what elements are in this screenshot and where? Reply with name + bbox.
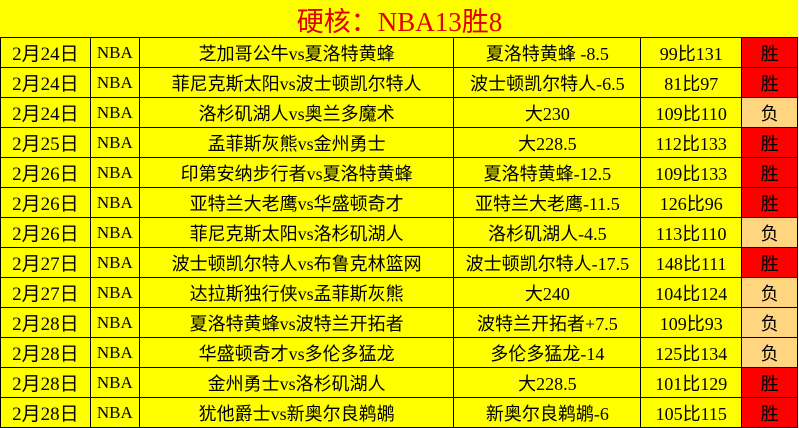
table-row: 2月28日 NBA 犹他爵士vs新奥尔良鹈鹕 新奥尔良鹈鹕-6 105比115 胜 xyxy=(0,397,798,428)
result-cell[interactable]: 负 xyxy=(741,277,798,308)
sheet-title: 硬核：NBA13胜8 xyxy=(296,6,503,37)
pick-cell[interactable]: 新奥尔良鹈鹕-6 xyxy=(453,397,642,428)
result-cell[interactable]: 胜 xyxy=(741,187,798,218)
league-cell[interactable]: NBA xyxy=(89,37,140,68)
match-cell[interactable]: 芝加哥公牛vs夏洛特黄蜂 xyxy=(138,37,455,68)
result-cell[interactable]: 负 xyxy=(741,337,798,368)
match-cell[interactable]: 菲尼克斯太阳vs洛杉矶湖人 xyxy=(138,217,455,248)
table-row: 2月28日 NBA 夏洛特黄蜂vs波特兰开拓者 波特兰开拓者+7.5 109比93 负 xyxy=(0,307,798,338)
match-cell[interactable]: 印第安纳步行者vs夏洛特黄蜂 xyxy=(138,157,455,188)
score-cell[interactable]: 148比111 xyxy=(640,247,743,278)
table-row: 2月25日 NBA 孟菲斯灰熊vs金州勇士 大228.5 112比133 胜 xyxy=(0,127,798,158)
table-row: 2月27日 NBA 达拉斯独行侠vs孟菲斯灰熊 大240 104比124 负 xyxy=(0,277,798,308)
match-cell[interactable]: 菲尼克斯太阳vs波士顿凯尔特人 xyxy=(138,67,455,98)
table-row: 2月24日 NBA 洛杉矶湖人vs奥兰多魔术 大230 109比110 负 xyxy=(0,97,798,128)
league-cell[interactable]: NBA xyxy=(89,397,140,428)
league-cell[interactable]: NBA xyxy=(89,307,140,338)
result-cell[interactable]: 胜 xyxy=(741,67,798,98)
date-cell[interactable]: 2月27日 xyxy=(0,277,91,308)
match-cell[interactable]: 达拉斯独行侠vs孟菲斯灰熊 xyxy=(138,277,455,308)
date-cell[interactable]: 2月28日 xyxy=(0,337,91,368)
score-cell[interactable]: 99比131 xyxy=(640,37,743,68)
table-row: 2月28日 NBA 金州勇士vs洛杉矶湖人 大228.5 101比129 胜 xyxy=(0,367,798,398)
league-cell[interactable]: NBA xyxy=(89,157,140,188)
score-cell[interactable]: 113比110 xyxy=(640,217,743,248)
match-cell[interactable]: 夏洛特黄蜂vs波特兰开拓者 xyxy=(138,307,455,338)
pick-cell[interactable]: 多伦多猛龙-14 xyxy=(453,337,642,368)
date-cell[interactable]: 2月28日 xyxy=(0,397,91,428)
results-table: 2月24日 NBA 芝加哥公牛vs夏洛特黄蜂 夏洛特黄蜂 -8.5 99比131 胜 2月2… xyxy=(0,37,798,428)
date-cell[interactable]: 2月27日 xyxy=(0,247,91,278)
date-cell[interactable]: 2月28日 xyxy=(0,367,91,398)
league-cell[interactable]: NBA xyxy=(89,97,140,128)
score-cell[interactable]: 81比97 xyxy=(640,67,743,98)
table-row: 2月26日 NBA 亚特兰大老鹰vs华盛顿奇才 亚特兰大老鹰-11.5 126比96 胜 xyxy=(0,187,798,218)
score-cell[interactable]: 126比96 xyxy=(640,187,743,218)
pick-cell[interactable]: 波士顿凯尔特人-17.5 xyxy=(453,247,642,278)
pick-cell[interactable]: 波士顿凯尔特人-6.5 xyxy=(453,67,642,98)
score-cell[interactable]: 104比124 xyxy=(640,277,743,308)
score-cell[interactable]: 125比134 xyxy=(640,337,743,368)
score-cell[interactable]: 109比93 xyxy=(640,307,743,338)
result-cell[interactable]: 胜 xyxy=(741,397,798,428)
league-cell[interactable]: NBA xyxy=(89,337,140,368)
date-cell[interactable]: 2月26日 xyxy=(0,187,91,218)
league-cell[interactable]: NBA xyxy=(89,367,140,398)
table-row: 2月27日 NBA 波士顿凯尔特人vs布鲁克林篮网 波士顿凯尔特人-17.5 148比1… xyxy=(0,247,798,278)
date-cell[interactable]: 2月24日 xyxy=(0,37,91,68)
pick-cell[interactable]: 大230 xyxy=(453,97,642,128)
league-cell[interactable]: NBA xyxy=(89,127,140,158)
result-cell[interactable]: 胜 xyxy=(741,247,798,278)
date-cell[interactable]: 2月24日 xyxy=(0,97,91,128)
score-cell[interactable]: 109比133 xyxy=(640,157,743,188)
score-cell[interactable]: 101比129 xyxy=(640,367,743,398)
league-cell[interactable]: NBA xyxy=(89,187,140,218)
match-cell[interactable]: 华盛顿奇才vs多伦多猛龙 xyxy=(138,337,455,368)
result-cell[interactable]: 胜 xyxy=(741,367,798,398)
result-cell[interactable]: 胜 xyxy=(741,127,798,158)
date-cell[interactable]: 2月24日 xyxy=(0,67,91,98)
match-cell[interactable]: 波士顿凯尔特人vs布鲁克林篮网 xyxy=(138,247,455,278)
match-cell[interactable]: 犹他爵士vs新奥尔良鹈鹕 xyxy=(138,397,455,428)
pick-cell[interactable]: 洛杉矶湖人-4.5 xyxy=(453,217,642,248)
score-cell[interactable]: 112比133 xyxy=(640,127,743,158)
score-cell[interactable]: 105比115 xyxy=(640,397,743,428)
date-cell[interactable]: 2月25日 xyxy=(0,127,91,158)
pick-cell[interactable]: 大228.5 xyxy=(453,367,642,398)
date-cell[interactable]: 2月26日 xyxy=(0,157,91,188)
pick-cell[interactable]: 波特兰开拓者+7.5 xyxy=(453,307,642,338)
result-cell[interactable]: 负 xyxy=(741,97,798,128)
table-row: 2月24日 NBA 芝加哥公牛vs夏洛特黄蜂 夏洛特黄蜂 -8.5 99比131 胜 xyxy=(0,37,798,68)
table-row: 2月26日 NBA 菲尼克斯太阳vs洛杉矶湖人 洛杉矶湖人-4.5 113比110 负 xyxy=(0,217,798,248)
match-cell[interactable]: 孟菲斯灰熊vs金州勇士 xyxy=(138,127,455,158)
result-cell[interactable]: 胜 xyxy=(741,37,798,68)
table-row: 2月26日 NBA 印第安纳步行者vs夏洛特黄蜂 夏洛特黄蜂-12.5 109比133 胜 xyxy=(0,157,798,188)
table-row: 2月24日 NBA 菲尼克斯太阳vs波士顿凯尔特人 波士顿凯尔特人-6.5 81比97 胜 xyxy=(0,67,798,98)
result-cell[interactable]: 负 xyxy=(741,217,798,248)
league-cell[interactable]: NBA xyxy=(89,247,140,278)
result-cell[interactable]: 负 xyxy=(741,307,798,338)
score-cell[interactable]: 109比110 xyxy=(640,97,743,128)
match-cell[interactable]: 洛杉矶湖人vs奥兰多魔术 xyxy=(138,97,455,128)
table-row: 2月28日 NBA 华盛顿奇才vs多伦多猛龙 多伦多猛龙-14 125比134 负 xyxy=(0,337,798,368)
pick-cell[interactable]: 夏洛特黄蜂 -8.5 xyxy=(453,37,642,68)
league-cell[interactable]: NBA xyxy=(89,277,140,308)
league-cell[interactable]: NBA xyxy=(89,67,140,98)
match-cell[interactable]: 亚特兰大老鹰vs华盛顿奇才 xyxy=(138,187,455,218)
date-cell[interactable]: 2月26日 xyxy=(0,217,91,248)
pick-cell[interactable]: 亚特兰大老鹰-11.5 xyxy=(453,187,642,218)
match-cell[interactable]: 金州勇士vs洛杉矶湖人 xyxy=(138,367,455,398)
pick-cell[interactable]: 夏洛特黄蜂-12.5 xyxy=(453,157,642,188)
pick-cell[interactable]: 大228.5 xyxy=(453,127,642,158)
date-cell[interactable]: 2月28日 xyxy=(0,307,91,338)
league-cell[interactable]: NBA xyxy=(89,217,140,248)
pick-cell[interactable]: 大240 xyxy=(453,277,642,308)
result-cell[interactable]: 胜 xyxy=(741,157,798,188)
